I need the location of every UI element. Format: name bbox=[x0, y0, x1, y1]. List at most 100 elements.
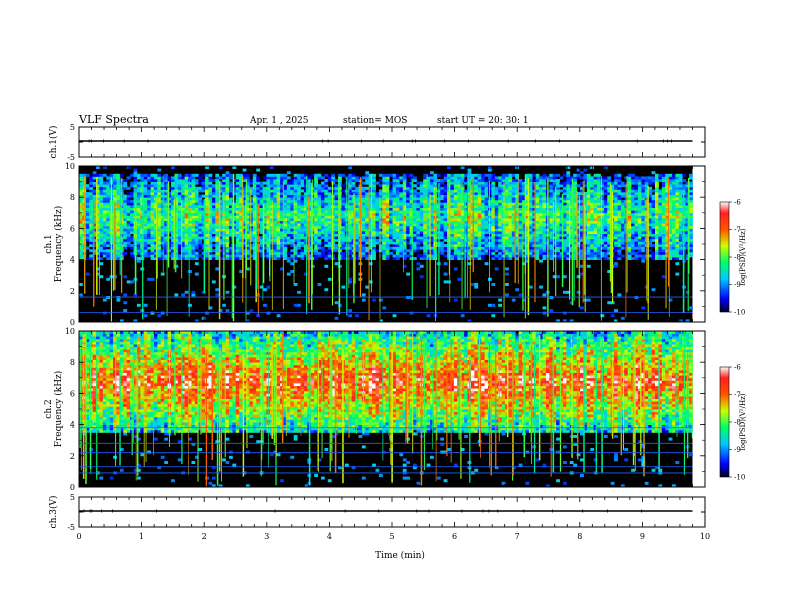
ch1-spectrogram-cell bbox=[338, 173, 342, 177]
ch1-spectrogram-cell bbox=[184, 223, 189, 227]
ch1-spectrogram-cell bbox=[481, 225, 485, 229]
ch1-spectrogram-cell bbox=[409, 202, 414, 206]
ch1-spectrogram-cell bbox=[303, 244, 308, 247]
ch1-spectrogram-cell bbox=[314, 179, 318, 182]
ch1-spectrogram-cell bbox=[477, 257, 482, 260]
ch1-spectrogram-cell bbox=[487, 246, 492, 250]
ch1-spectrogram-cell bbox=[406, 184, 410, 188]
ch1-spectrogram-cell bbox=[505, 215, 509, 219]
ch1-spectrogram-cell bbox=[416, 202, 421, 206]
ch1-spectrogram-cell bbox=[368, 179, 373, 182]
ch1-spectrogram-cell bbox=[280, 176, 284, 180]
ch1-spectrogram-cell bbox=[378, 249, 383, 253]
ch1-spectrogram-cell bbox=[511, 212, 516, 216]
ch1-spectrogram-cell bbox=[150, 212, 155, 216]
ch1-spectrogram-cell bbox=[157, 223, 162, 227]
ch1-spectrogram-cell bbox=[453, 179, 458, 182]
ch1-spectrogram-cell bbox=[525, 233, 530, 237]
ch1-spectrogram-cell bbox=[361, 199, 366, 203]
ch1-spectrogram-cell bbox=[174, 293, 179, 297]
ch1-spectrogram-cell bbox=[181, 236, 186, 240]
ch1-spectrogram-cell bbox=[566, 181, 571, 185]
ch1-spectrogram-cell bbox=[580, 181, 584, 185]
ch1-spectrogram-cell bbox=[453, 233, 458, 237]
ch1-spectrogram-cell bbox=[372, 199, 376, 203]
ch1-spectrogram-cell bbox=[576, 241, 581, 245]
ch1-spectrogram-cell bbox=[402, 176, 407, 180]
ch1-spectrogram-cell bbox=[331, 184, 336, 188]
ch1-spectrogram-cell bbox=[96, 181, 100, 185]
ch1-spectrogram-cell bbox=[218, 236, 223, 240]
ch1-spectrogram-cell bbox=[324, 288, 329, 292]
ch1-spectrogram-cell bbox=[395, 257, 400, 260]
ch1-spectrogram-cell bbox=[515, 179, 520, 182]
ch1-spectrogram-cell bbox=[450, 220, 455, 224]
ch1-spectrogram-cell bbox=[392, 314, 397, 318]
ch1-spectrogram-cell bbox=[191, 173, 196, 177]
ch1-spectrogram-cell bbox=[266, 244, 271, 247]
ch1-spectrogram-cell bbox=[246, 181, 250, 185]
ch1-spectrogram-cell bbox=[361, 215, 366, 219]
ch1-spectrogram-cell bbox=[569, 205, 574, 208]
ch1-spectrogram-cell bbox=[92, 202, 97, 206]
ch1-spectrogram-cell bbox=[474, 244, 479, 247]
ch1-spectrogram-cell bbox=[355, 202, 359, 206]
ch1-spectrogram-cell bbox=[297, 241, 301, 245]
ch1-spectrogram-cell bbox=[293, 257, 298, 260]
ch1-spectrogram-cell bbox=[549, 236, 554, 240]
ch1-spectrogram-cell bbox=[498, 223, 503, 227]
ch1-spectrogram-cell bbox=[535, 210, 540, 214]
ch1-spectrogram-cell bbox=[164, 236, 169, 240]
ch1-spectrogram-cell bbox=[218, 244, 223, 247]
ch1-spectrogram-cell bbox=[423, 176, 428, 180]
ch1-spectrogram-cell bbox=[562, 220, 567, 224]
ch1-spectrogram-cell bbox=[491, 223, 496, 227]
ch1-spectrogram-cell bbox=[334, 301, 339, 305]
ch1-spectrogram-cell bbox=[562, 223, 567, 227]
ch1-spectrogram-cell bbox=[474, 189, 479, 193]
ch1-spectrogram-cell bbox=[556, 197, 560, 201]
ch1-spectrogram-cell bbox=[283, 199, 288, 203]
ch1-spectrogram-cell bbox=[586, 202, 591, 206]
ch1-spectrogram-cell bbox=[303, 254, 308, 258]
ch1-spectrogram-cell bbox=[99, 212, 104, 216]
ch1-spectrogram-cell bbox=[365, 199, 370, 203]
ch1-spectrogram-cell bbox=[562, 194, 567, 198]
ch1-spectrogram-cell bbox=[508, 197, 513, 201]
ch1-spectrogram-cell bbox=[249, 233, 254, 237]
ch1-spectrogram-cell bbox=[153, 212, 158, 216]
ch1-spectrogram-cell bbox=[96, 233, 100, 237]
ch1-spectrogram-cell bbox=[368, 194, 373, 198]
ch1-spectrogram-cell bbox=[327, 233, 332, 237]
ch1-spectrogram-cell bbox=[355, 179, 359, 182]
ch1-spectrogram-cell bbox=[453, 202, 458, 206]
ch1-spectrogram-cell bbox=[157, 231, 162, 234]
ch1-spectrogram-cell bbox=[487, 303, 492, 307]
ch1-spectrogram-cell bbox=[522, 249, 526, 253]
ch1-spectrogram-cell bbox=[283, 236, 288, 240]
ch1-spectrogram-cell bbox=[549, 225, 554, 229]
ch1-spectrogram-cell bbox=[147, 236, 151, 240]
ch1-spectrogram-cell bbox=[96, 231, 100, 234]
ch1-spectrogram-cell bbox=[79, 173, 83, 177]
ch1-spectrogram-cell bbox=[573, 218, 577, 221]
ch1-spectrogram-cell bbox=[194, 194, 199, 198]
ch1-spectrogram-cell bbox=[99, 210, 104, 214]
ch1-spectrogram-cell bbox=[273, 218, 278, 221]
ch1-spectrogram-cell bbox=[331, 228, 336, 232]
ch1-spectrogram-cell bbox=[525, 259, 530, 263]
ch1-spectrogram-cell bbox=[184, 207, 189, 211]
ch1-spectrogram-cell bbox=[474, 254, 479, 258]
ch1-spectrogram-cell bbox=[528, 233, 533, 237]
ch1-spectrogram-cell bbox=[477, 184, 482, 188]
ch1-spectrogram-cell bbox=[106, 238, 111, 242]
ch1-spectrogram-cell bbox=[501, 205, 506, 208]
ch1-spectrogram-cell bbox=[225, 244, 230, 247]
ch1-spectrogram-cell bbox=[535, 246, 540, 250]
ch1-spectrogram-cell bbox=[147, 184, 151, 188]
ch1-spectrogram-cell bbox=[494, 194, 499, 198]
start-time-label: start UT = 20: 30: 1 bbox=[437, 116, 529, 126]
ch1-spectrogram-cell bbox=[317, 238, 322, 242]
ch1-spectrogram-cell bbox=[389, 228, 393, 232]
ch1-spectrogram-cell bbox=[96, 267, 100, 271]
